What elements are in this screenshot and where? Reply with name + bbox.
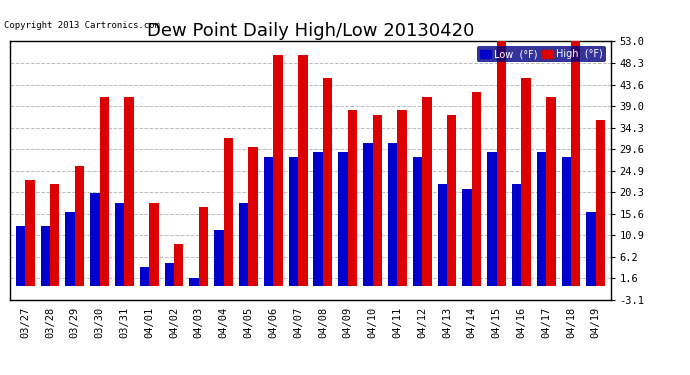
Bar xyxy=(199,207,208,286)
Bar xyxy=(248,147,258,286)
Bar xyxy=(26,180,34,286)
Bar xyxy=(99,97,109,286)
Bar xyxy=(595,120,605,286)
Bar xyxy=(165,262,174,286)
Bar xyxy=(537,152,546,286)
Bar xyxy=(497,32,506,286)
Bar xyxy=(239,202,248,286)
Title: Dew Point Daily High/Low 20130420: Dew Point Daily High/Low 20130420 xyxy=(147,22,474,40)
Bar xyxy=(288,156,298,286)
Bar xyxy=(174,244,184,286)
Bar xyxy=(224,138,233,286)
Bar xyxy=(41,226,50,286)
Bar xyxy=(348,110,357,286)
Bar xyxy=(149,202,159,286)
Bar xyxy=(363,143,373,286)
Bar xyxy=(462,189,472,286)
Bar xyxy=(472,92,481,286)
Bar xyxy=(373,115,382,286)
Bar xyxy=(437,184,447,286)
Bar xyxy=(397,110,406,286)
Bar xyxy=(124,97,134,286)
Bar xyxy=(562,156,571,286)
Bar xyxy=(90,194,99,286)
Bar xyxy=(115,202,124,286)
Bar xyxy=(487,152,497,286)
Bar xyxy=(512,184,522,286)
Bar xyxy=(215,230,224,286)
Bar xyxy=(546,97,555,286)
Bar xyxy=(422,97,431,286)
Bar xyxy=(571,37,580,286)
Bar xyxy=(190,278,199,286)
Bar xyxy=(338,152,348,286)
Legend: Low  (°F), High  (°F): Low (°F), High (°F) xyxy=(477,46,606,62)
Bar xyxy=(50,184,59,286)
Bar xyxy=(313,152,323,286)
Bar xyxy=(264,156,273,286)
Bar xyxy=(586,212,595,286)
Bar xyxy=(16,226,26,286)
Bar xyxy=(75,166,84,286)
Bar xyxy=(298,55,308,286)
Bar xyxy=(388,143,397,286)
Bar xyxy=(273,55,283,286)
Bar xyxy=(522,78,531,286)
Bar xyxy=(140,267,149,286)
Text: Copyright 2013 Cartronics.com: Copyright 2013 Cartronics.com xyxy=(4,21,160,30)
Bar xyxy=(447,115,456,286)
Bar xyxy=(323,78,333,286)
Bar xyxy=(413,156,422,286)
Bar xyxy=(66,212,75,286)
